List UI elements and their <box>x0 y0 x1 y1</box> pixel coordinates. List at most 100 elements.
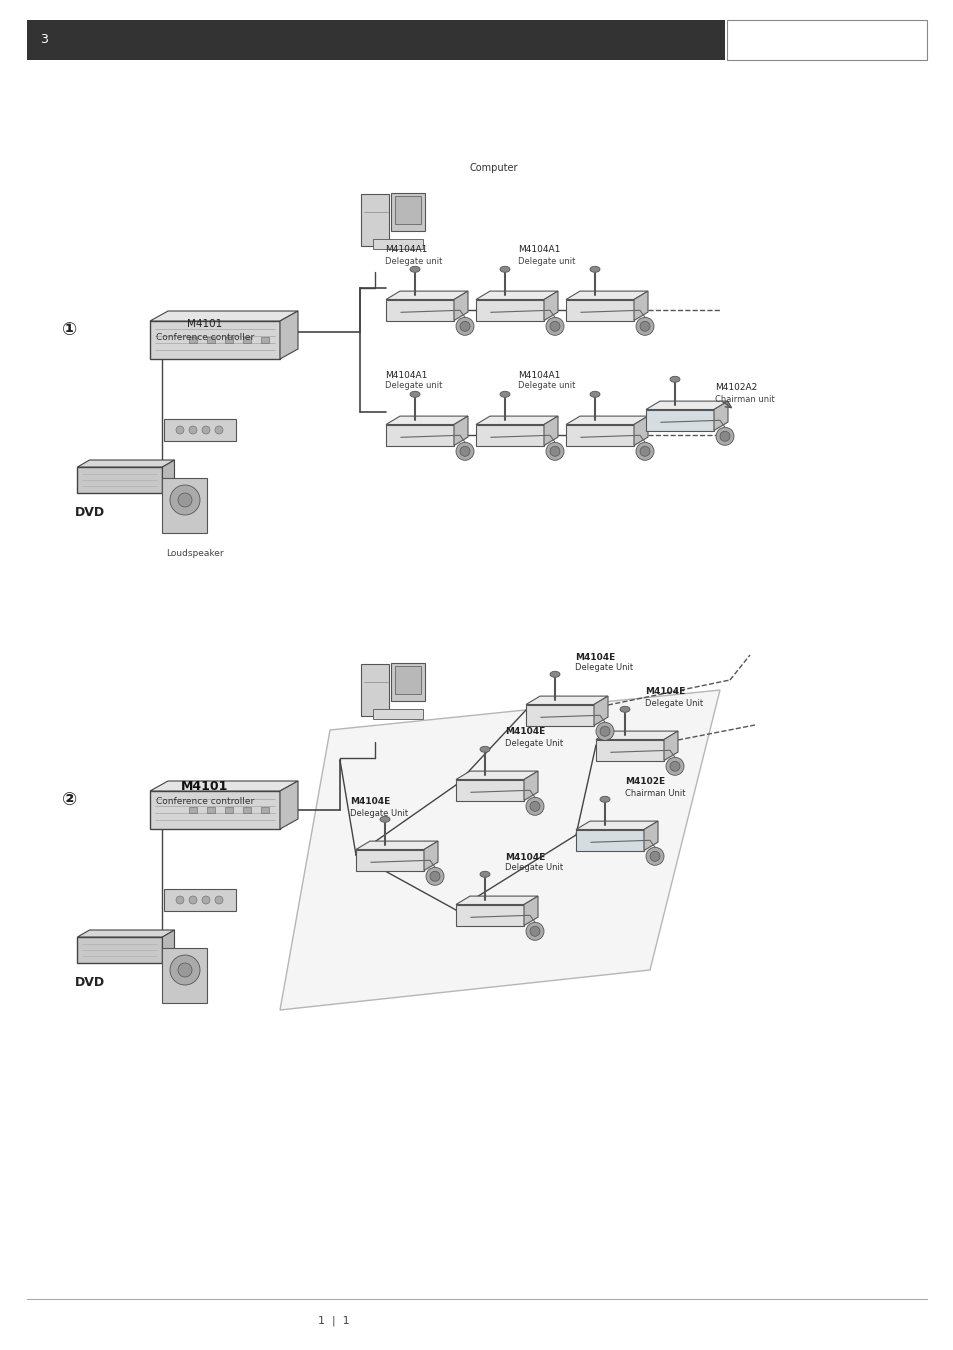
Text: Delegate Unit: Delegate Unit <box>504 738 562 748</box>
FancyBboxPatch shape <box>225 807 233 813</box>
Text: Delegate Unit: Delegate Unit <box>575 663 633 672</box>
Text: M4102A2: M4102A2 <box>714 383 757 393</box>
Ellipse shape <box>639 447 649 456</box>
Text: 3: 3 <box>40 34 48 46</box>
FancyBboxPatch shape <box>189 807 196 813</box>
Ellipse shape <box>550 321 559 331</box>
Polygon shape <box>456 904 523 926</box>
FancyBboxPatch shape <box>225 338 233 343</box>
Polygon shape <box>525 697 607 705</box>
Text: DVD: DVD <box>75 976 105 988</box>
Polygon shape <box>476 424 543 446</box>
FancyBboxPatch shape <box>164 418 235 441</box>
Ellipse shape <box>459 321 470 331</box>
Polygon shape <box>565 292 647 300</box>
Polygon shape <box>280 310 297 359</box>
Text: DVD: DVD <box>75 505 105 518</box>
FancyBboxPatch shape <box>360 194 389 246</box>
Ellipse shape <box>530 802 539 811</box>
Polygon shape <box>596 740 663 760</box>
FancyBboxPatch shape <box>360 664 389 716</box>
Ellipse shape <box>189 427 196 433</box>
FancyBboxPatch shape <box>391 663 424 701</box>
FancyBboxPatch shape <box>27 20 724 61</box>
FancyBboxPatch shape <box>189 338 196 343</box>
Ellipse shape <box>479 747 490 752</box>
Polygon shape <box>355 841 437 849</box>
Ellipse shape <box>202 427 210 433</box>
Polygon shape <box>386 416 468 424</box>
Ellipse shape <box>530 926 539 937</box>
Text: Delegate unit: Delegate unit <box>385 256 442 266</box>
Ellipse shape <box>170 954 200 986</box>
Polygon shape <box>713 401 727 431</box>
Ellipse shape <box>636 443 654 460</box>
Text: Delegate unit: Delegate unit <box>517 382 575 390</box>
Text: M4104A1: M4104A1 <box>517 246 559 255</box>
Polygon shape <box>565 300 634 320</box>
Ellipse shape <box>175 427 184 433</box>
Text: Chairman unit: Chairman unit <box>714 396 774 405</box>
Text: M4104E: M4104E <box>504 728 545 737</box>
FancyBboxPatch shape <box>395 666 420 694</box>
Text: M4104E: M4104E <box>644 687 684 697</box>
FancyBboxPatch shape <box>77 467 162 493</box>
Text: Delegate Unit: Delegate Unit <box>350 809 408 818</box>
FancyBboxPatch shape <box>150 321 280 359</box>
Ellipse shape <box>410 392 419 397</box>
Polygon shape <box>162 460 174 493</box>
Polygon shape <box>280 690 720 1010</box>
Ellipse shape <box>379 817 390 822</box>
FancyBboxPatch shape <box>77 937 162 963</box>
Ellipse shape <box>589 392 599 397</box>
Text: M4104E: M4104E <box>350 798 390 806</box>
FancyBboxPatch shape <box>261 807 269 813</box>
Ellipse shape <box>525 922 543 941</box>
Polygon shape <box>150 310 297 321</box>
FancyBboxPatch shape <box>162 948 208 1003</box>
FancyBboxPatch shape <box>150 791 280 829</box>
Ellipse shape <box>525 798 543 815</box>
Ellipse shape <box>459 447 470 456</box>
Text: Conference controller: Conference controller <box>155 798 253 806</box>
FancyBboxPatch shape <box>207 807 214 813</box>
Polygon shape <box>565 416 647 424</box>
FancyBboxPatch shape <box>243 338 251 343</box>
Polygon shape <box>596 732 678 740</box>
Text: M4104E: M4104E <box>575 652 615 662</box>
Text: Loudspeaker: Loudspeaker <box>166 548 224 558</box>
Ellipse shape <box>545 317 563 335</box>
Ellipse shape <box>214 896 223 905</box>
Text: Computer: Computer <box>470 163 518 173</box>
Ellipse shape <box>636 317 654 335</box>
Polygon shape <box>355 849 423 871</box>
Polygon shape <box>454 292 468 320</box>
Ellipse shape <box>456 317 474 335</box>
Text: ②: ② <box>62 791 77 809</box>
Polygon shape <box>456 896 537 905</box>
FancyBboxPatch shape <box>207 338 214 343</box>
Text: M4104E: M4104E <box>504 852 545 861</box>
Polygon shape <box>386 292 468 300</box>
Polygon shape <box>543 416 558 446</box>
Ellipse shape <box>499 392 510 397</box>
FancyBboxPatch shape <box>164 890 235 911</box>
Polygon shape <box>523 771 537 801</box>
Ellipse shape <box>596 722 614 740</box>
Text: Delegate unit: Delegate unit <box>385 382 442 390</box>
Text: M4104A1: M4104A1 <box>385 246 427 255</box>
Ellipse shape <box>202 896 210 905</box>
FancyBboxPatch shape <box>243 807 251 813</box>
Polygon shape <box>456 771 537 779</box>
FancyBboxPatch shape <box>395 196 420 224</box>
Text: ①: ① <box>62 321 77 339</box>
Text: Conference controller: Conference controller <box>155 333 253 343</box>
Polygon shape <box>576 829 643 850</box>
Ellipse shape <box>599 726 609 736</box>
Polygon shape <box>645 401 727 409</box>
Ellipse shape <box>430 871 439 882</box>
Ellipse shape <box>175 896 184 905</box>
Polygon shape <box>77 460 174 467</box>
Polygon shape <box>476 416 558 424</box>
Ellipse shape <box>716 428 733 446</box>
